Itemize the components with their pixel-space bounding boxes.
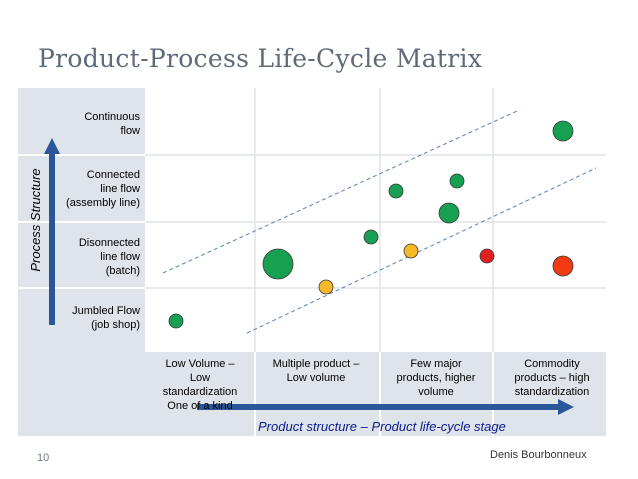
green-bubble [449,173,465,189]
row-label-line: flow [120,125,140,137]
row-label-line: Connected [86,169,140,181]
matrix-plot-area [145,88,606,352]
green-bubble [363,229,379,245]
green-bubble [552,120,574,142]
column-label-commodity: Commodity products – high standardizatio… [502,357,602,399]
green-bubble [438,202,460,224]
column-label-line: Low [189,372,211,384]
green-bubble [168,313,184,329]
row-label-jumbled: Jumbled Flow (job shop) [30,304,140,332]
row-label-line: Continuous [84,111,140,123]
column-label-line: standardization [514,386,590,398]
bubbles-group [168,120,574,329]
column-label-line: volume [418,386,454,398]
yellow-bubble [318,279,334,295]
column-label-line: products, higher [396,372,476,384]
column-label-line: Few major [410,358,462,370]
x-axis-arrowhead [558,399,574,415]
column-label-few-major: Few major products, higher volume [386,357,486,399]
column-label-line: Low Volume – [165,358,235,370]
column-label-line: Low volume [286,372,346,384]
y-axis-label: Process Structure [28,168,43,271]
plot-grid-lines [145,88,606,352]
x-axis-label: Product structure – Product life-cycle s… [258,419,506,434]
slide-number: 10 [37,452,50,464]
column-label-line: One of a kind [167,400,233,412]
yellow-bubble [403,243,419,259]
diagonal-band-upper [162,110,518,274]
green-bubble [388,183,404,199]
column-label-line: standardization [162,386,238,398]
row-label-line: Jumbled Flow [72,305,140,317]
row-label-disconnected: Disonnected line flow (batch) [30,236,140,278]
grid-lines [18,154,494,436]
row-label-line: (job shop) [91,319,140,331]
author-name: Denis Bourbonneux [490,449,587,461]
column-label-line: products – high [514,372,590,384]
y-axis-arrowhead [44,138,60,154]
column-label-line: Multiple product – [272,358,360,370]
orange_red-bubble [552,255,574,277]
row-label-line: (batch) [105,265,140,277]
row-label-line: line flow [100,183,140,195]
row-label-line: Disonnected [78,237,140,249]
column-label-low-volume: Low Volume – Low standardization One of … [150,357,250,413]
row-label-continuous: Continuous flow [30,110,140,138]
green-bubble [262,248,294,280]
diagonal-band-lower [246,167,597,334]
row-label-line: (assembly line) [66,197,140,209]
column-label-line: Commodity [524,358,580,370]
row-label-line: line flow [100,251,140,263]
page-title: Product-Process Life-Cycle Matrix [38,44,483,73]
row-label-connected: Connected line flow (assembly line) [30,168,140,210]
column-label-multiple-product: Multiple product – Low volume [266,357,366,385]
red-bubble [479,248,495,264]
